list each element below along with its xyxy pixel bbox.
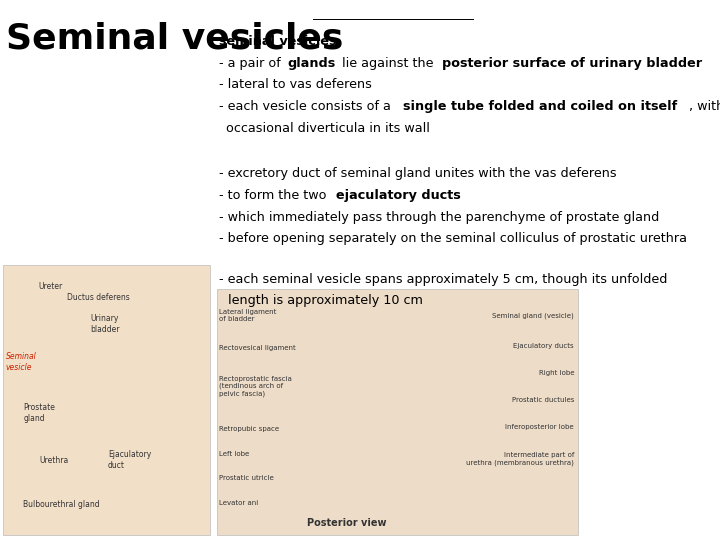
- Text: posterior surface of urinary bladder: posterior surface of urinary bladder: [442, 57, 702, 70]
- Bar: [217, 289, 578, 535]
- Text: ejaculatory ducts: ejaculatory ducts: [336, 189, 460, 202]
- Text: - excretory duct of seminal gland unites with the vas deferens: - excretory duct of seminal gland unites…: [219, 167, 617, 180]
- Text: - each seminal vesicle spans approximately 5 cm, though its unfolded: - each seminal vesicle spans approximate…: [219, 273, 667, 286]
- Text: Intermediate part of
urethra (membranous urethra): Intermediate part of urethra (membranous…: [466, 453, 574, 465]
- Text: seminal vesicles: seminal vesicles: [219, 35, 337, 48]
- Text: Posterior view: Posterior view: [307, 518, 387, 528]
- Text: Inferoposterior lobe: Inferoposterior lobe: [505, 423, 574, 430]
- Text: Prostatic utricle: Prostatic utricle: [219, 475, 274, 481]
- Text: Seminal vesicles: Seminal vesicles: [6, 22, 343, 56]
- Text: Bulbourethral gland: Bulbourethral gland: [23, 501, 100, 509]
- Text: length is approximately 10 cm: length is approximately 10 cm: [228, 294, 423, 307]
- Text: single tube folded and coiled on itself: single tube folded and coiled on itself: [402, 100, 677, 113]
- Text: Retropubic space: Retropubic space: [219, 426, 279, 433]
- Text: Urethra: Urethra: [40, 456, 69, 464]
- Text: Ductus deferens: Ductus deferens: [67, 293, 130, 301]
- Text: Rectovesical ligament: Rectovesical ligament: [219, 345, 295, 352]
- Text: Prostate
gland: Prostate gland: [23, 403, 55, 423]
- Text: occasional diverticula in its wall: occasional diverticula in its wall: [226, 122, 430, 134]
- Text: - before opening separately on the seminal colliculus of prostatic urethra: - before opening separately on the semin…: [219, 232, 687, 245]
- Text: Ureter: Ureter: [38, 282, 62, 291]
- Text: Ejaculatory ducts: Ejaculatory ducts: [513, 342, 574, 349]
- Bar: [3, 265, 210, 535]
- Text: - which immediately pass through the parenchyme of prostate gland: - which immediately pass through the par…: [219, 211, 660, 224]
- Text: - a pair of: - a pair of: [219, 57, 285, 70]
- Text: , with: , with: [689, 100, 720, 113]
- Text: Lateral ligament
of bladder: Lateral ligament of bladder: [219, 309, 276, 322]
- Text: Seminal
vesicle: Seminal vesicle: [6, 352, 37, 372]
- Text: glands: glands: [288, 57, 336, 70]
- Text: Right lobe: Right lobe: [539, 369, 574, 376]
- Text: Prostatic ductules: Prostatic ductules: [512, 396, 574, 403]
- Text: - to form the two: - to form the two: [219, 189, 330, 202]
- Text: Seminal gland (vesicle): Seminal gland (vesicle): [492, 313, 574, 319]
- Text: Urinary
bladder: Urinary bladder: [90, 314, 120, 334]
- Text: Rectoprostatic fascia
(tendinous arch of
pelvic fascia): Rectoprostatic fascia (tendinous arch of…: [219, 376, 292, 396]
- Text: lie against the: lie against the: [338, 57, 438, 70]
- Text: Ejaculatory
duct: Ejaculatory duct: [108, 450, 151, 470]
- Text: Levator ani: Levator ani: [219, 500, 258, 507]
- Text: - lateral to vas deferens: - lateral to vas deferens: [219, 78, 372, 91]
- Text: Left lobe: Left lobe: [219, 450, 249, 457]
- Text: - each vesicle consists of a: - each vesicle consists of a: [219, 100, 395, 113]
